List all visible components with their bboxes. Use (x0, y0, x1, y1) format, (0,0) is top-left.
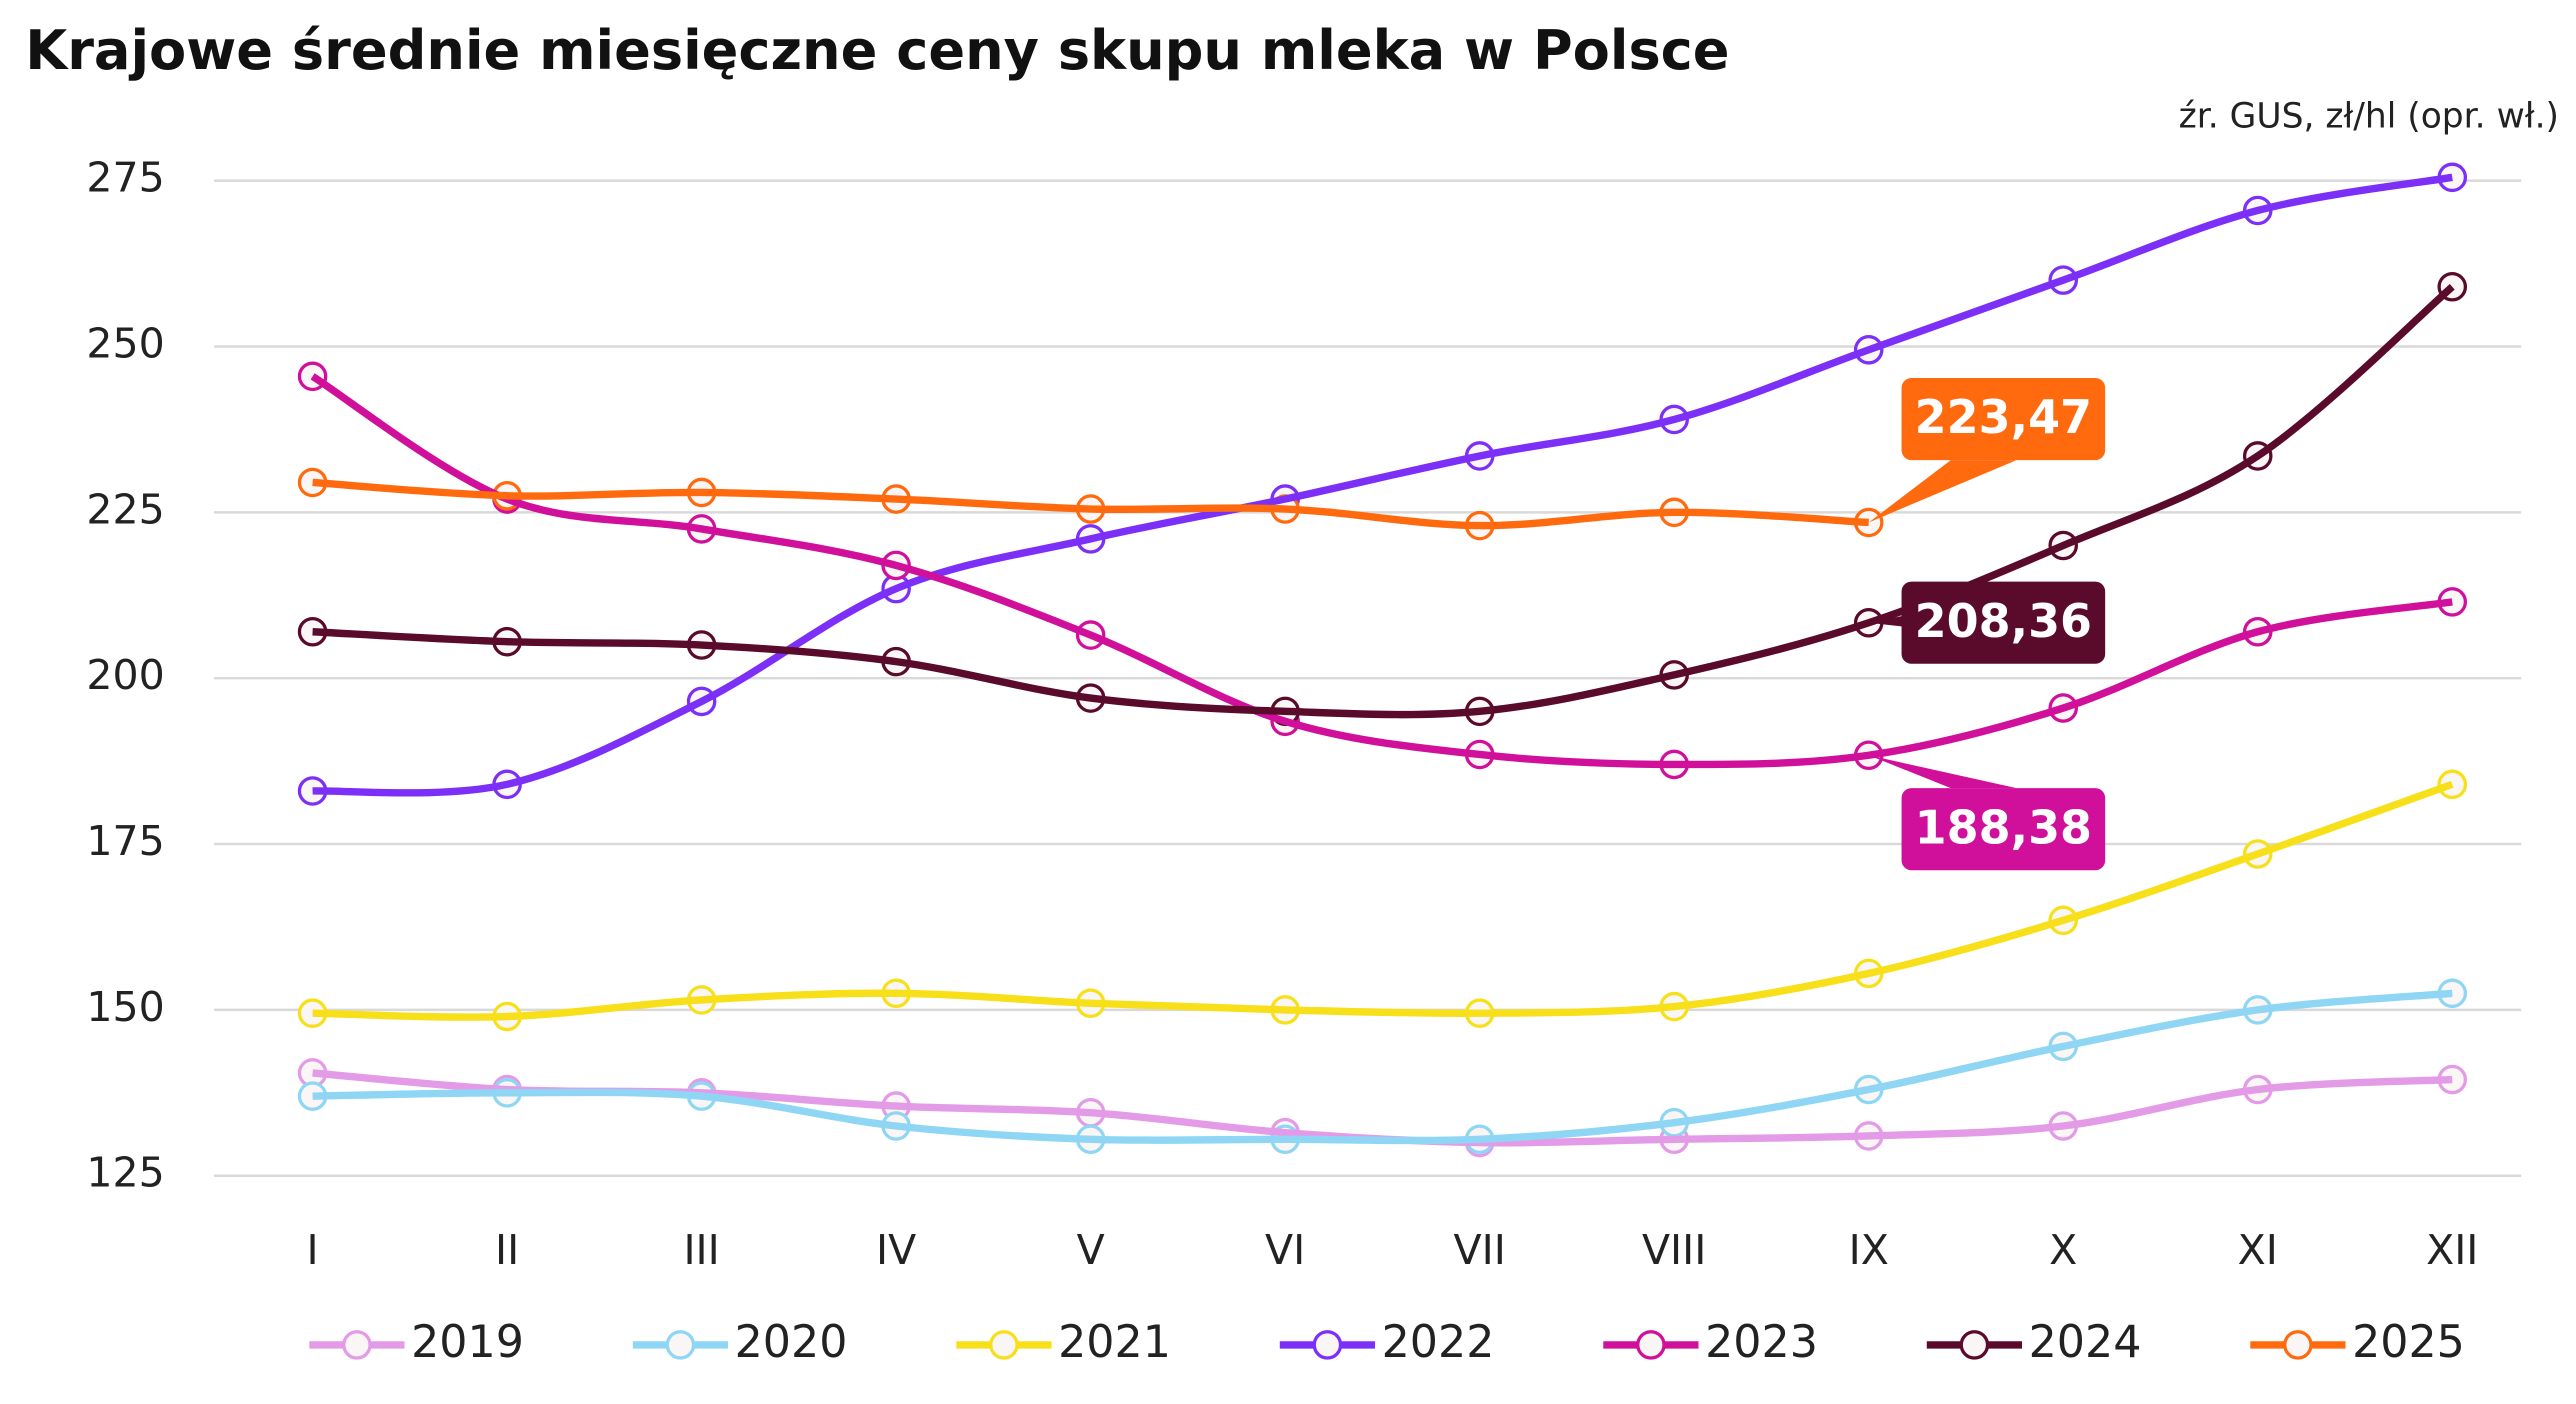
legend-marker (2283, 1330, 2313, 1360)
value-label: 208,36 (1915, 594, 2092, 648)
series-line (312, 173, 2453, 797)
legend-label: 2021 (1058, 1317, 1171, 1368)
x-tick-label: X (2049, 1226, 2077, 1274)
legend-label: 2022 (1382, 1317, 1495, 1368)
series-line (312, 1069, 2453, 1147)
chart-title: Krajowe średnie miesięczne ceny skupu ml… (25, 19, 1729, 82)
x-tick-label: V (1077, 1226, 1105, 1274)
y-tick-label: 200 (86, 651, 164, 699)
legend-label: 2024 (2029, 1317, 2142, 1368)
x-tick-label: II (495, 1226, 519, 1274)
x-tick-label: III (683, 1226, 719, 1274)
x-tick-label: VII (1454, 1226, 1506, 1274)
callout-box (1901, 581, 2106, 664)
legend-label: 2023 (1705, 1317, 1818, 1368)
x-tick-label: I (307, 1226, 319, 1274)
legend-marker (1636, 1330, 1666, 1360)
x-tick-label: VI (1265, 1226, 1305, 1274)
x-tick-label: XI (2238, 1226, 2278, 1274)
y-tick-label: 250 (86, 319, 164, 367)
value-label: 223,47 (1915, 390, 2092, 444)
series-line (312, 780, 2454, 1021)
legend-label: 2025 (2352, 1317, 2465, 1368)
legend-marker (342, 1330, 372, 1360)
callout-pointer (1868, 460, 2017, 523)
callout-box (1901, 377, 2106, 461)
legend-marker (665, 1330, 696, 1360)
series-line (312, 283, 2455, 719)
y-tick-label: 150 (86, 983, 164, 1031)
series-line (310, 373, 2453, 769)
callout-pointer (1868, 755, 2017, 789)
legend-label: 2020 (735, 1317, 848, 1368)
chart-subtitle: źr. GUS, zł/hl (opr. wł.) (2179, 97, 2559, 137)
series-line (312, 989, 2453, 1145)
legend-marker (1959, 1330, 1990, 1360)
y-tick-label: 125 (86, 1149, 164, 1197)
x-tick-label: VIII (1642, 1226, 1706, 1274)
x-tick-label: IX (1849, 1226, 1889, 1274)
value-label: 188,38 (1915, 800, 2092, 854)
y-tick-label: 275 (86, 154, 164, 202)
series-line (312, 478, 1869, 530)
x-tick-label: XII (2426, 1226, 2478, 1274)
callout-box (1901, 788, 2106, 871)
annotations: 188,38 208,36 223,47 (1868, 377, 2106, 871)
y-tick-label: 225 (86, 485, 164, 533)
legend-label: 2019 (411, 1317, 524, 1368)
legend-marker (1312, 1330, 1343, 1360)
legend: 2019 2020 2021 2022 2023 2024 2025 (309, 1317, 2465, 1368)
x-tick-label: IV (876, 1226, 916, 1274)
legend-marker (989, 1330, 1019, 1360)
y-tick-label: 175 (86, 817, 164, 865)
plot-area (297, 162, 2468, 1158)
